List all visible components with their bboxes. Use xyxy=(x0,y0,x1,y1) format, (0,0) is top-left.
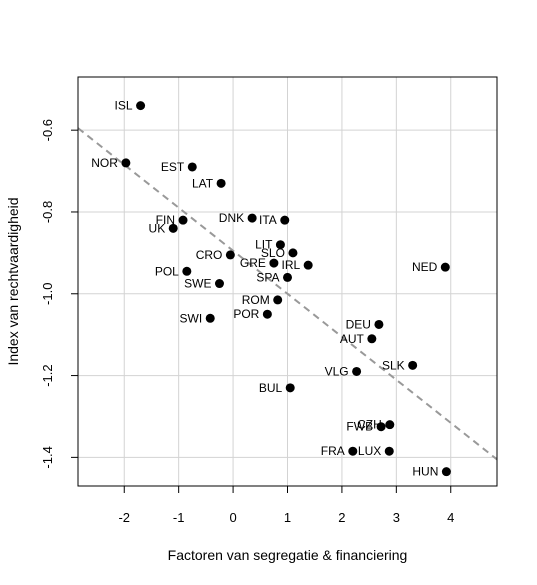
point-label: SLK xyxy=(382,358,405,372)
data-point xyxy=(288,248,298,258)
data-point xyxy=(384,446,394,456)
x-tick-label: 0 xyxy=(229,510,236,525)
point-label: FWB xyxy=(346,420,373,434)
data-point xyxy=(283,272,292,282)
point-label: NED xyxy=(412,260,438,274)
trend-line xyxy=(77,127,498,461)
data-point xyxy=(121,158,131,168)
y-tick-label: -0.8 xyxy=(40,201,55,223)
y-tick-label: -0.6 xyxy=(40,119,55,141)
x-tick-label: 2 xyxy=(338,510,345,525)
x-axis-title: Factoren van segregatie & financiering xyxy=(168,547,408,563)
data-point xyxy=(269,258,279,268)
y-tick-label: -1.2 xyxy=(40,364,55,386)
point-label: DNK xyxy=(219,211,244,225)
point-label: ISL xyxy=(115,99,133,113)
data-point xyxy=(376,422,386,432)
data-point xyxy=(303,260,313,270)
point-label: UK xyxy=(149,221,166,235)
x-tick-label: 1 xyxy=(284,510,291,525)
data-point xyxy=(225,250,235,260)
data-point xyxy=(275,240,285,250)
point-label: IRL xyxy=(281,258,300,272)
point-label: AUT xyxy=(340,332,365,346)
data-point xyxy=(273,295,283,305)
x-tick-label: -2 xyxy=(118,510,130,525)
x-axis: -2 -1 0 1 2 3 4 xyxy=(118,485,454,525)
point-label: CRO xyxy=(196,248,223,262)
points-group xyxy=(121,101,451,477)
x-tick-label: 3 xyxy=(393,510,400,525)
data-point xyxy=(214,279,224,289)
x-tick-label: 4 xyxy=(447,510,454,525)
data-point xyxy=(367,334,377,344)
point-label: POL xyxy=(155,264,179,278)
data-point xyxy=(352,366,362,376)
trend-line-group xyxy=(77,127,498,461)
y-tick-label: -1.4 xyxy=(40,446,55,468)
point-label: EST xyxy=(161,160,185,174)
data-point xyxy=(205,313,215,323)
y-axis-title: Index van rechtvaardigheid xyxy=(5,197,21,365)
point-label: GRE xyxy=(240,256,266,270)
data-point xyxy=(178,215,188,225)
point-label: NOR xyxy=(91,156,118,170)
y-tick-label: -1.0 xyxy=(40,283,55,305)
point-label: POR xyxy=(233,307,259,321)
y-axis: -0.6 -0.8 -1.0 -1.2 -1.4 xyxy=(40,119,78,469)
point-label: SPA xyxy=(256,270,279,284)
point-label: LUX xyxy=(358,444,381,458)
data-point xyxy=(262,309,272,319)
point-label: DEU xyxy=(346,317,371,331)
point-label: BUL xyxy=(259,381,283,395)
data-point xyxy=(216,178,226,188)
data-point xyxy=(348,446,358,456)
point-label: FIN xyxy=(156,213,175,227)
point-label: SLO xyxy=(261,246,285,260)
data-point xyxy=(374,319,384,329)
point-label: VLG xyxy=(325,364,349,378)
data-point xyxy=(280,215,290,225)
data-point xyxy=(136,101,146,111)
data-point xyxy=(285,383,295,393)
data-point xyxy=(182,266,192,276)
data-point xyxy=(168,223,178,233)
data-point xyxy=(385,420,395,430)
point-label: CZH xyxy=(357,418,382,432)
point-label: FRA xyxy=(321,444,345,458)
point-label: ROM xyxy=(242,293,270,307)
data-point xyxy=(408,360,418,370)
data-point xyxy=(441,467,451,477)
data-point xyxy=(247,213,257,223)
data-point xyxy=(440,262,450,272)
point-label: LAT xyxy=(192,176,214,190)
point-label: SWI xyxy=(180,311,203,325)
point-label: ITA xyxy=(259,213,277,227)
point-label: LIT xyxy=(255,238,273,252)
point-label: SWE xyxy=(184,277,211,291)
data-point xyxy=(187,162,197,172)
x-tick-label: -1 xyxy=(173,510,185,525)
point-label: HUN xyxy=(412,465,438,479)
